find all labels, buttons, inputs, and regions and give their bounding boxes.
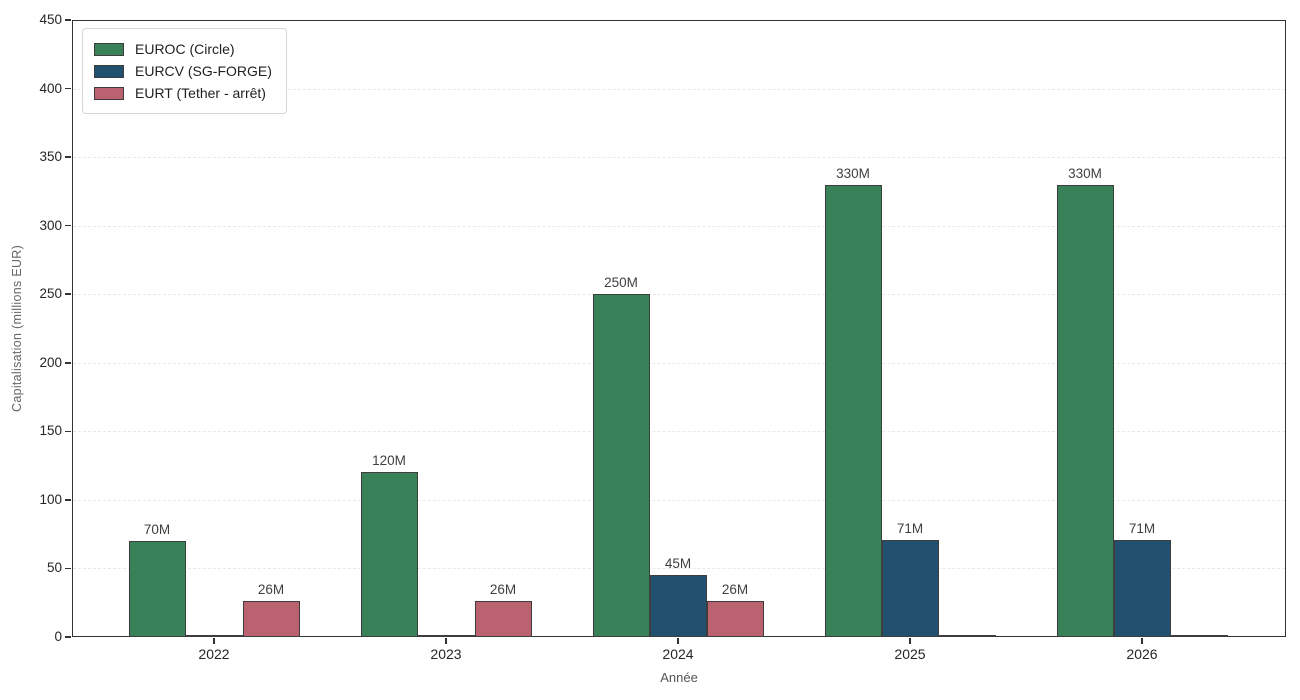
bar-value-label: 26M: [721, 582, 749, 598]
y-tick-label: 300: [39, 217, 62, 233]
y-tick-mark: [65, 362, 71, 364]
bar-value-label: 45M: [664, 556, 692, 572]
y-tick-mark: [65, 567, 71, 570]
y-tick-mark: [65, 636, 71, 638]
legend: EUROC (Circle) EURCV (SG-FORGE) EURT (Teth…: [82, 28, 287, 114]
y-tick-label: 350: [39, 149, 62, 165]
y-tick-mark: [65, 430, 71, 433]
gridline: [73, 225, 1285, 227]
x-tick-mark: [677, 638, 679, 644]
x-tick-mark: [1141, 638, 1143, 644]
bar: [1113, 539, 1171, 637]
y-tick-label: 400: [39, 80, 62, 96]
gridline: [73, 431, 1285, 433]
x-tick-mark: [445, 638, 447, 644]
bar: [242, 601, 300, 637]
gridline: [73, 568, 1285, 570]
y-tick-label: 50: [46, 560, 62, 576]
gridline: [73, 294, 1285, 296]
bar: [881, 539, 939, 637]
x-tick-label: 2024: [662, 646, 694, 662]
legend-swatch-icon: [94, 42, 124, 56]
bar-value-label: 26M: [257, 582, 285, 598]
y-tick-mark: [65, 87, 71, 90]
bar: [706, 601, 764, 637]
bar: [592, 294, 650, 637]
bar-value-label: 330M: [836, 165, 870, 181]
bar: [1056, 184, 1114, 637]
y-axis-label: Capitalisation (millions EUR): [10, 244, 24, 413]
bar-value-label: 71M: [1128, 520, 1156, 536]
bar-value-label: 120M: [372, 453, 406, 469]
bar-value-label: 330M: [1068, 165, 1102, 181]
bar: [824, 184, 882, 637]
x-tick-mark: [909, 638, 911, 644]
legend-item: EURCV (SG-FORGE): [94, 60, 272, 82]
legend-swatch-icon: [94, 64, 124, 78]
y-tick-label: 200: [39, 354, 62, 370]
gridline: [73, 88, 1285, 90]
gridline: [73, 499, 1285, 501]
x-axis-label: Année: [660, 670, 698, 685]
gridline: [73, 157, 1285, 159]
bar-value-label: 26M: [489, 582, 517, 598]
bar-zero-edge: [185, 635, 243, 637]
x-tick-label: 2022: [198, 646, 230, 662]
bar-zero-edge: [1170, 635, 1228, 637]
legend-label: EUROC (Circle): [135, 41, 235, 57]
x-tick-label: 2025: [894, 646, 926, 662]
bar-value-label: 70M: [143, 522, 171, 538]
y-tick-mark: [65, 499, 71, 501]
bar: [360, 472, 418, 637]
legend-label: EURCV (SG-FORGE): [135, 63, 272, 79]
legend-swatch-icon: [94, 86, 124, 100]
y-tick-mark: [65, 224, 71, 227]
y-tick-mark: [65, 293, 71, 295]
x-tick-label: 2023: [430, 646, 462, 662]
y-tick-label: 0: [54, 629, 62, 644]
y-tick-label: 150: [39, 423, 62, 439]
y-tick-label: 100: [39, 491, 62, 507]
legend-label: EURT (Tether - arrêt): [135, 85, 266, 101]
bar: [649, 575, 707, 637]
y-tick-label: 250: [39, 286, 62, 302]
x-tick-label: 2026: [1126, 646, 1158, 662]
bar-value-label: 71M: [896, 520, 924, 536]
gridline: [73, 362, 1285, 364]
bar: [474, 601, 532, 637]
x-tick-mark: [213, 638, 215, 644]
bar-zero-edge: [938, 635, 996, 637]
y-tick-label: 450: [39, 12, 62, 27]
legend-item: EURT (Tether - arrêt): [94, 82, 272, 104]
legend-item: EUROC (Circle): [94, 38, 272, 60]
y-tick-mark: [65, 156, 71, 158]
bar-zero-edge: [417, 635, 475, 637]
bar-value-label: 250M: [604, 275, 638, 291]
y-tick-mark: [65, 19, 71, 21]
bar: [128, 541, 186, 637]
